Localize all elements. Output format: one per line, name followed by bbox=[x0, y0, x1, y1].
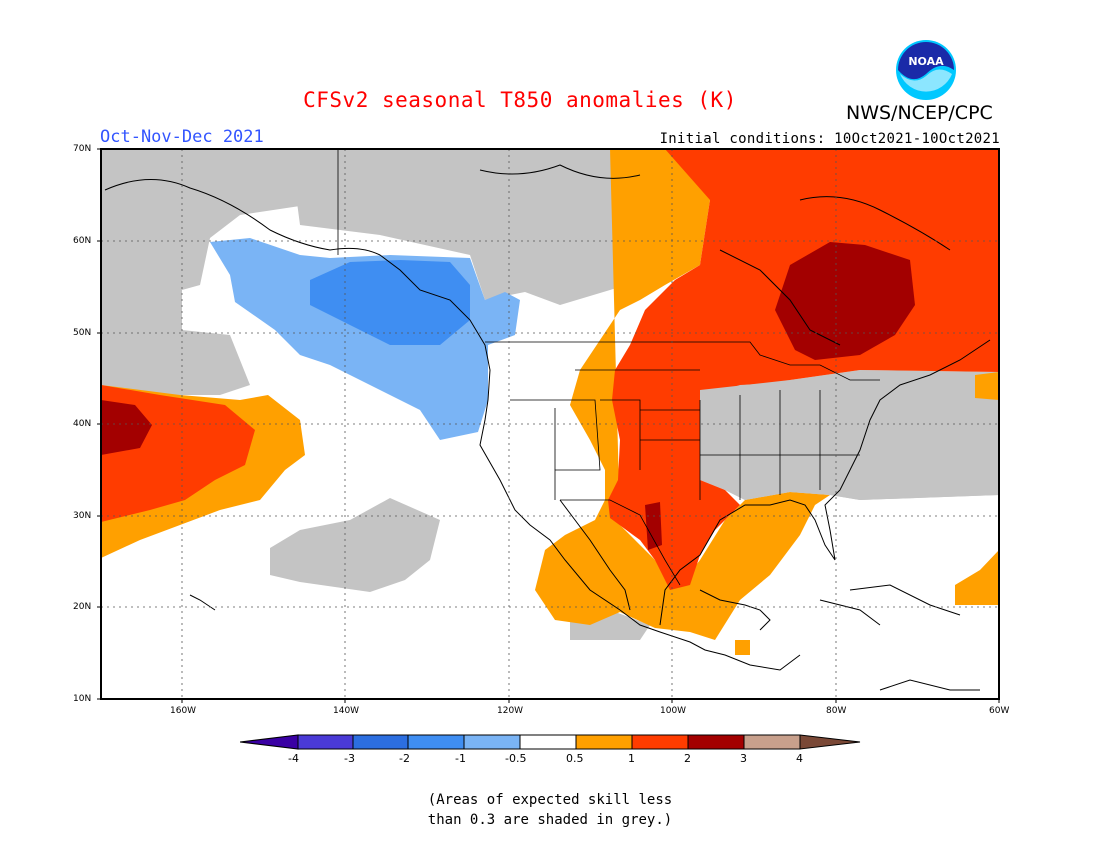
lat-label: 70N bbox=[73, 144, 92, 154]
lat-label: 20N bbox=[73, 602, 92, 612]
colorbar-tick: -0.5 bbox=[505, 752, 527, 765]
noaa-logo: NOAA bbox=[896, 40, 956, 100]
anomaly-mexico-darkred bbox=[645, 502, 662, 550]
colorbar-tick: 0.5 bbox=[566, 752, 584, 765]
political-borders bbox=[337, 149, 880, 586]
lon-label: 80W bbox=[826, 706, 847, 716]
colorbar-tick: 2 bbox=[684, 752, 691, 765]
anomaly-neg-1-2 bbox=[310, 260, 470, 345]
anomaly-pacific-darkred bbox=[101, 400, 152, 455]
anomaly-na-orange bbox=[535, 149, 830, 640]
lon-label: 160W bbox=[170, 706, 197, 716]
colorbar-tick: 3 bbox=[740, 752, 747, 765]
initial-conditions-label: Initial conditions: 10Oct2021-10Oct2021 bbox=[659, 131, 1000, 147]
colorbar-tick: -4 bbox=[288, 752, 299, 765]
colorbar-tick: -2 bbox=[399, 752, 410, 765]
lat-label: 50N bbox=[73, 328, 92, 338]
footnote-line-1: (Areas of expected skill less bbox=[427, 792, 673, 808]
lat-label: 40N bbox=[73, 419, 92, 429]
lon-label: 100W bbox=[660, 706, 687, 716]
lon-label: 120W bbox=[497, 706, 524, 716]
footnote-line-2: than 0.3 are shaded in grey.) bbox=[427, 812, 673, 828]
colorbar-tick: -3 bbox=[344, 752, 355, 765]
chart-title: CFSv2 seasonal T850 anomalies (K) bbox=[303, 88, 737, 112]
anomaly-map bbox=[97, 148, 1000, 703]
lat-label: 30N bbox=[73, 511, 92, 521]
colorbar-tick: -1 bbox=[455, 752, 466, 765]
lon-label: 140W bbox=[333, 706, 360, 716]
noaa-logo-text: NOAA bbox=[908, 55, 944, 68]
lon-label: 60W bbox=[989, 706, 1010, 716]
color-bar bbox=[240, 734, 861, 750]
lat-label: 10N bbox=[73, 694, 92, 704]
season-label: Oct-Nov-Dec 2021 bbox=[100, 127, 264, 147]
lat-label: 60N bbox=[73, 236, 92, 246]
colorbar-tick: 4 bbox=[796, 752, 803, 765]
graticule bbox=[101, 149, 999, 699]
agency-label: NWS/NCEP/CPC bbox=[846, 102, 993, 124]
colorbar-tick: 1 bbox=[628, 752, 635, 765]
